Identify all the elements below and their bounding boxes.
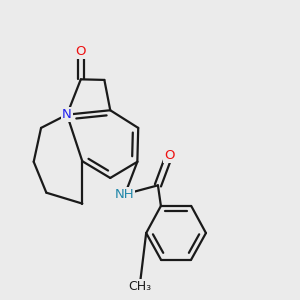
Text: O: O [76,45,86,58]
Text: O: O [164,149,174,162]
Text: NH: NH [115,188,135,201]
Text: N: N [62,108,72,121]
Text: CH₃: CH₃ [128,280,151,292]
